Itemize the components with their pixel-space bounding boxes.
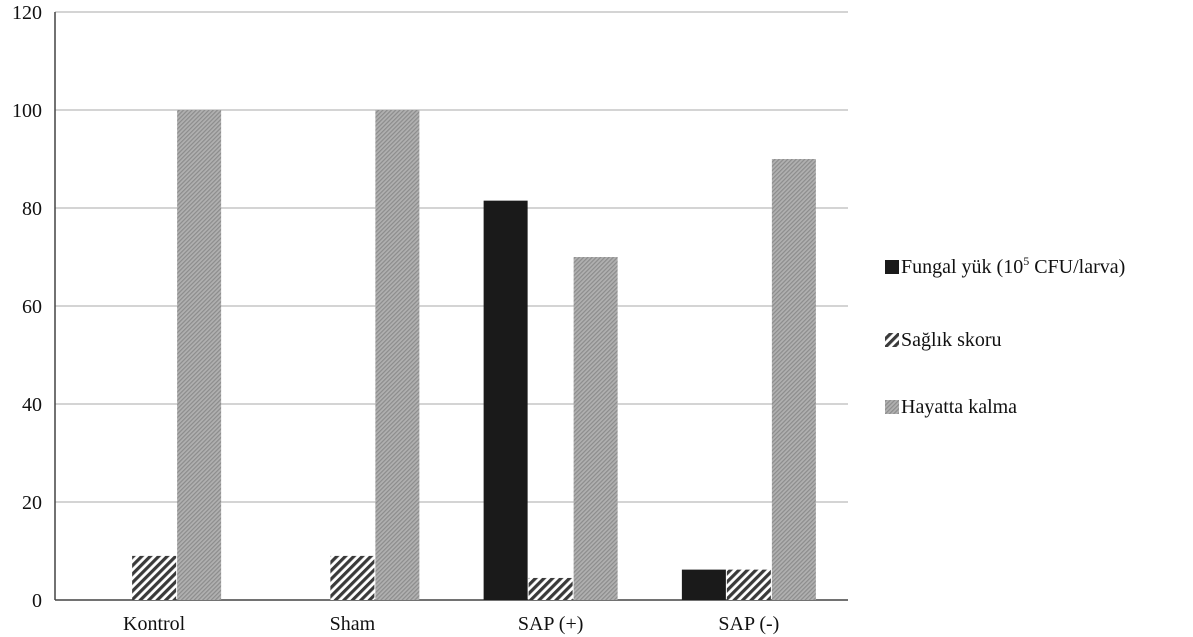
bar-fungal: [681, 569, 726, 600]
bar-hayatta: [573, 257, 618, 600]
bar-saglik: [726, 569, 771, 600]
bar-saglik: [528, 577, 573, 600]
y-tick-label: 60: [22, 296, 42, 318]
y-tick-label: 40: [22, 394, 42, 416]
y-tick-label: 120: [12, 2, 42, 24]
x-tick-label: Sham: [330, 613, 376, 635]
bar-saglik: [132, 555, 177, 600]
legend-label-fungal: Fungal yük (105 CFU/larva): [901, 254, 1125, 278]
x-tick-label: Kontrol: [123, 613, 186, 635]
legend-label-hayatta: Hayatta kalma: [901, 396, 1017, 418]
x-tick-labels: Kontrol Sham SAP (+) SAP (-): [123, 613, 779, 635]
bar-hayatta: [771, 159, 816, 600]
bar-hayatta: [375, 110, 420, 600]
y-tick-label: 80: [22, 198, 42, 220]
bar-fungal: [483, 200, 528, 600]
bar-hayatta: [177, 110, 222, 600]
y-tick-label: 100: [12, 100, 42, 122]
legend: Fungal yük (105 CFU/larva) Sağlık skoru …: [885, 254, 1125, 418]
legend-label-saglik: Sağlık skoru: [901, 329, 1002, 351]
legend-swatch-fungal: [885, 260, 899, 274]
grid-lines: [55, 11, 848, 503]
legend-swatch-saglik: [885, 333, 899, 347]
y-tick-label: 20: [22, 492, 42, 514]
y-tick-label: 0: [32, 590, 42, 612]
legend-swatch-hayatta: [885, 400, 899, 414]
bars: [132, 110, 816, 600]
x-tick-label: SAP (+): [518, 613, 584, 635]
bar-saglik: [330, 555, 375, 600]
x-tick-label: SAP (-): [718, 613, 779, 635]
y-tick-labels: 0 20 40 60 80 100 120: [12, 2, 42, 612]
